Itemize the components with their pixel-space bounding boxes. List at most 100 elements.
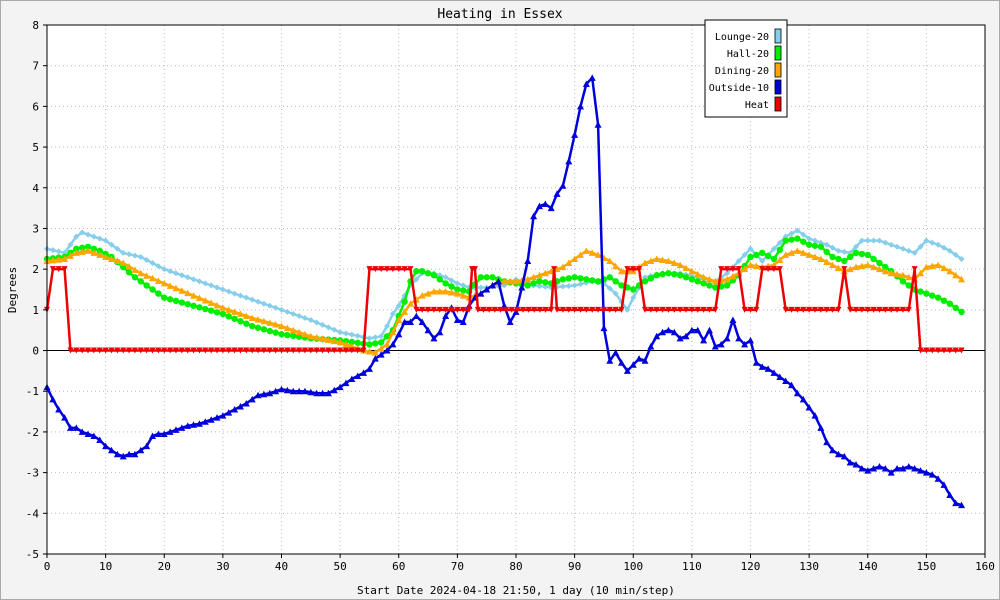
data-point-heat (149, 347, 156, 354)
data-point-heat (366, 266, 373, 273)
data-point-hall-20 (436, 276, 443, 283)
data-point-dining-20 (664, 257, 672, 265)
data-point-outside-10 (401, 318, 409, 326)
data-point-hall-20 (665, 270, 672, 277)
data-point-hall-20 (383, 333, 391, 340)
data-point-lounge-20 (126, 251, 133, 258)
data-point-heat (806, 306, 813, 313)
data-point-outside-10 (172, 426, 180, 433)
data-point-outside-10 (295, 387, 303, 395)
data-point-heat (442, 306, 449, 313)
data-point-lounge-20 (120, 249, 127, 256)
data-point-hall-20 (817, 243, 825, 250)
data-point-outside-10 (553, 190, 561, 197)
data-point-outside-10 (61, 414, 69, 421)
data-point-heat (559, 306, 566, 313)
data-point-heat (630, 266, 637, 273)
data-point-outside-10 (424, 326, 432, 334)
data-point-hall-20 (530, 280, 537, 287)
data-point-hall-20 (477, 274, 485, 281)
data-point-heat (272, 347, 279, 354)
data-point-dining-20 (266, 319, 274, 326)
data-point-hall-20 (606, 274, 613, 281)
data-point-outside-10 (565, 157, 573, 165)
data-point-heat (841, 266, 848, 273)
data-point-dining-20 (682, 264, 690, 272)
data-point-lounge-20 (55, 248, 62, 255)
data-point-dining-20 (319, 335, 327, 342)
data-point-heat (172, 347, 179, 354)
data-point-outside-10 (207, 416, 215, 423)
data-point-lounge-20 (606, 285, 613, 292)
data-point-dining-20 (852, 263, 860, 271)
data-point-heat (882, 306, 889, 313)
data-point-heat (85, 347, 92, 354)
data-point-outside-10 (764, 365, 772, 372)
data-point-lounge-20 (577, 281, 584, 288)
data-point-outside-10 (576, 102, 584, 110)
data-point-hall-20 (377, 339, 385, 346)
data-point-dining-20 (436, 288, 444, 295)
x-tick-label: 10 (99, 560, 112, 573)
data-point-outside-10 (518, 283, 526, 291)
data-point-outside-10 (805, 404, 813, 411)
data-point-dining-20 (917, 269, 925, 277)
data-point-dining-20 (172, 284, 180, 292)
data-point-outside-10 (289, 387, 297, 395)
data-point-hall-20 (805, 241, 813, 248)
data-point-heat (508, 306, 515, 313)
data-point-heat (430, 306, 437, 313)
data-point-dining-20 (958, 275, 966, 283)
data-point-dining-20 (113, 257, 121, 265)
data-point-hall-20 (823, 248, 830, 256)
data-point-hall-20 (618, 282, 625, 289)
data-point-hall-20 (589, 277, 596, 284)
data-point-hall-20 (225, 313, 232, 320)
data-point-heat (67, 347, 74, 354)
data-point-heat (208, 347, 215, 354)
data-point-lounge-20 (90, 233, 97, 240)
data-point-dining-20 (729, 272, 737, 280)
data-point-outside-10 (78, 428, 86, 435)
data-point-heat (313, 347, 320, 354)
data-point-hall-20 (137, 278, 144, 285)
data-point-outside-10 (752, 359, 760, 366)
data-point-hall-20 (876, 259, 883, 267)
data-point-lounge-20 (542, 283, 549, 290)
data-point-heat (126, 347, 133, 354)
data-point-lounge-20 (741, 251, 748, 258)
data-point-outside-10 (324, 389, 332, 397)
y-tick-label: 5 (32, 141, 39, 154)
data-point-outside-10 (858, 465, 866, 472)
data-point-hall-20 (419, 267, 426, 275)
data-point-outside-10 (72, 424, 80, 431)
x-tick-label: 100 (623, 560, 643, 573)
data-point-outside-10 (834, 450, 842, 458)
data-point-hall-20 (149, 286, 156, 293)
y-tick-label: -4 (26, 507, 40, 520)
data-point-outside-10 (90, 432, 98, 439)
data-point-heat (565, 306, 572, 313)
data-point-outside-10 (729, 316, 737, 324)
data-point-lounge-20 (770, 245, 777, 252)
data-point-heat (864, 306, 871, 313)
data-point-dining-20 (330, 337, 338, 345)
data-point-outside-10 (483, 286, 491, 293)
data-point-heat (823, 306, 830, 313)
data-point-dining-20 (225, 306, 233, 313)
data-point-lounge-20 (49, 247, 56, 254)
data-point-dining-20 (49, 256, 57, 264)
y-tick-label: -3 (26, 467, 39, 480)
data-point-heat (624, 266, 631, 273)
data-point-lounge-20 (724, 270, 731, 277)
data-point-outside-10 (899, 465, 907, 472)
data-point-dining-20 (295, 328, 303, 336)
data-point-heat (747, 306, 754, 313)
y-tick-label: 6 (32, 100, 39, 113)
data-point-heat (90, 347, 97, 354)
data-point-hall-20 (131, 274, 139, 281)
data-point-heat (835, 306, 842, 313)
data-point-dining-20 (160, 279, 168, 287)
data-point-dining-20 (201, 296, 209, 304)
data-point-lounge-20 (940, 244, 947, 251)
